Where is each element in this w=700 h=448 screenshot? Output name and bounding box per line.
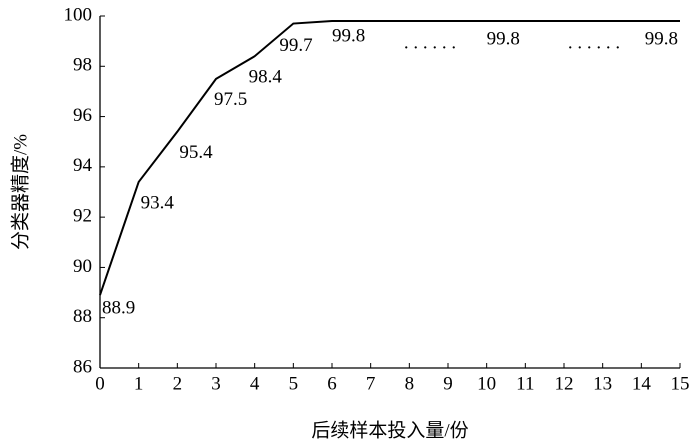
- y-tick-label: 98: [73, 55, 92, 76]
- y-tick-label: 90: [73, 256, 92, 277]
- x-tick-label: 1: [134, 373, 144, 394]
- x-tick-label: 8: [405, 373, 415, 394]
- x-tick-label: 3: [211, 373, 221, 394]
- y-tick-label: 92: [73, 206, 92, 227]
- x-axis-label: 后续样本投入量/份: [311, 419, 468, 441]
- x-tick-label: 6: [327, 373, 337, 394]
- y-tick-label: 88: [73, 306, 92, 327]
- x-tick-label: 15: [671, 373, 690, 394]
- data-label: 93.4: [141, 192, 175, 213]
- y-tick-label: 94: [73, 155, 93, 176]
- x-tick-label: 12: [555, 373, 574, 394]
- y-axis-label: 分类器精度/%: [9, 134, 31, 250]
- data-label: 99.8: [332, 25, 365, 46]
- annotation: . . . . . .: [568, 32, 620, 53]
- x-tick-label: 9: [443, 373, 453, 394]
- x-tick-label: 5: [289, 373, 299, 394]
- data-label: 99.8: [645, 28, 678, 49]
- x-tick-label: 11: [516, 373, 534, 394]
- y-tick-label: 86: [73, 356, 92, 377]
- data-label: 98.4: [249, 67, 283, 88]
- x-tick-label: 10: [477, 373, 496, 394]
- annotation: . . . . . .: [404, 32, 456, 53]
- y-tick-label: 96: [73, 105, 92, 126]
- x-tick-label: 13: [593, 373, 612, 394]
- data-label: 99.8: [487, 28, 520, 49]
- x-tick-label: 2: [173, 373, 183, 394]
- data-label: 97.5: [214, 89, 247, 110]
- x-tick-label: 7: [366, 373, 376, 394]
- data-label: 95.4: [179, 142, 213, 163]
- data-label: 88.9: [102, 297, 135, 318]
- x-tick-label: 4: [250, 373, 260, 394]
- data-label: 99.7: [279, 35, 312, 56]
- y-tick-label: 100: [64, 4, 93, 25]
- x-tick-label: 0: [95, 373, 105, 394]
- x-tick-label: 14: [632, 373, 652, 394]
- line: [99, 20, 680, 296]
